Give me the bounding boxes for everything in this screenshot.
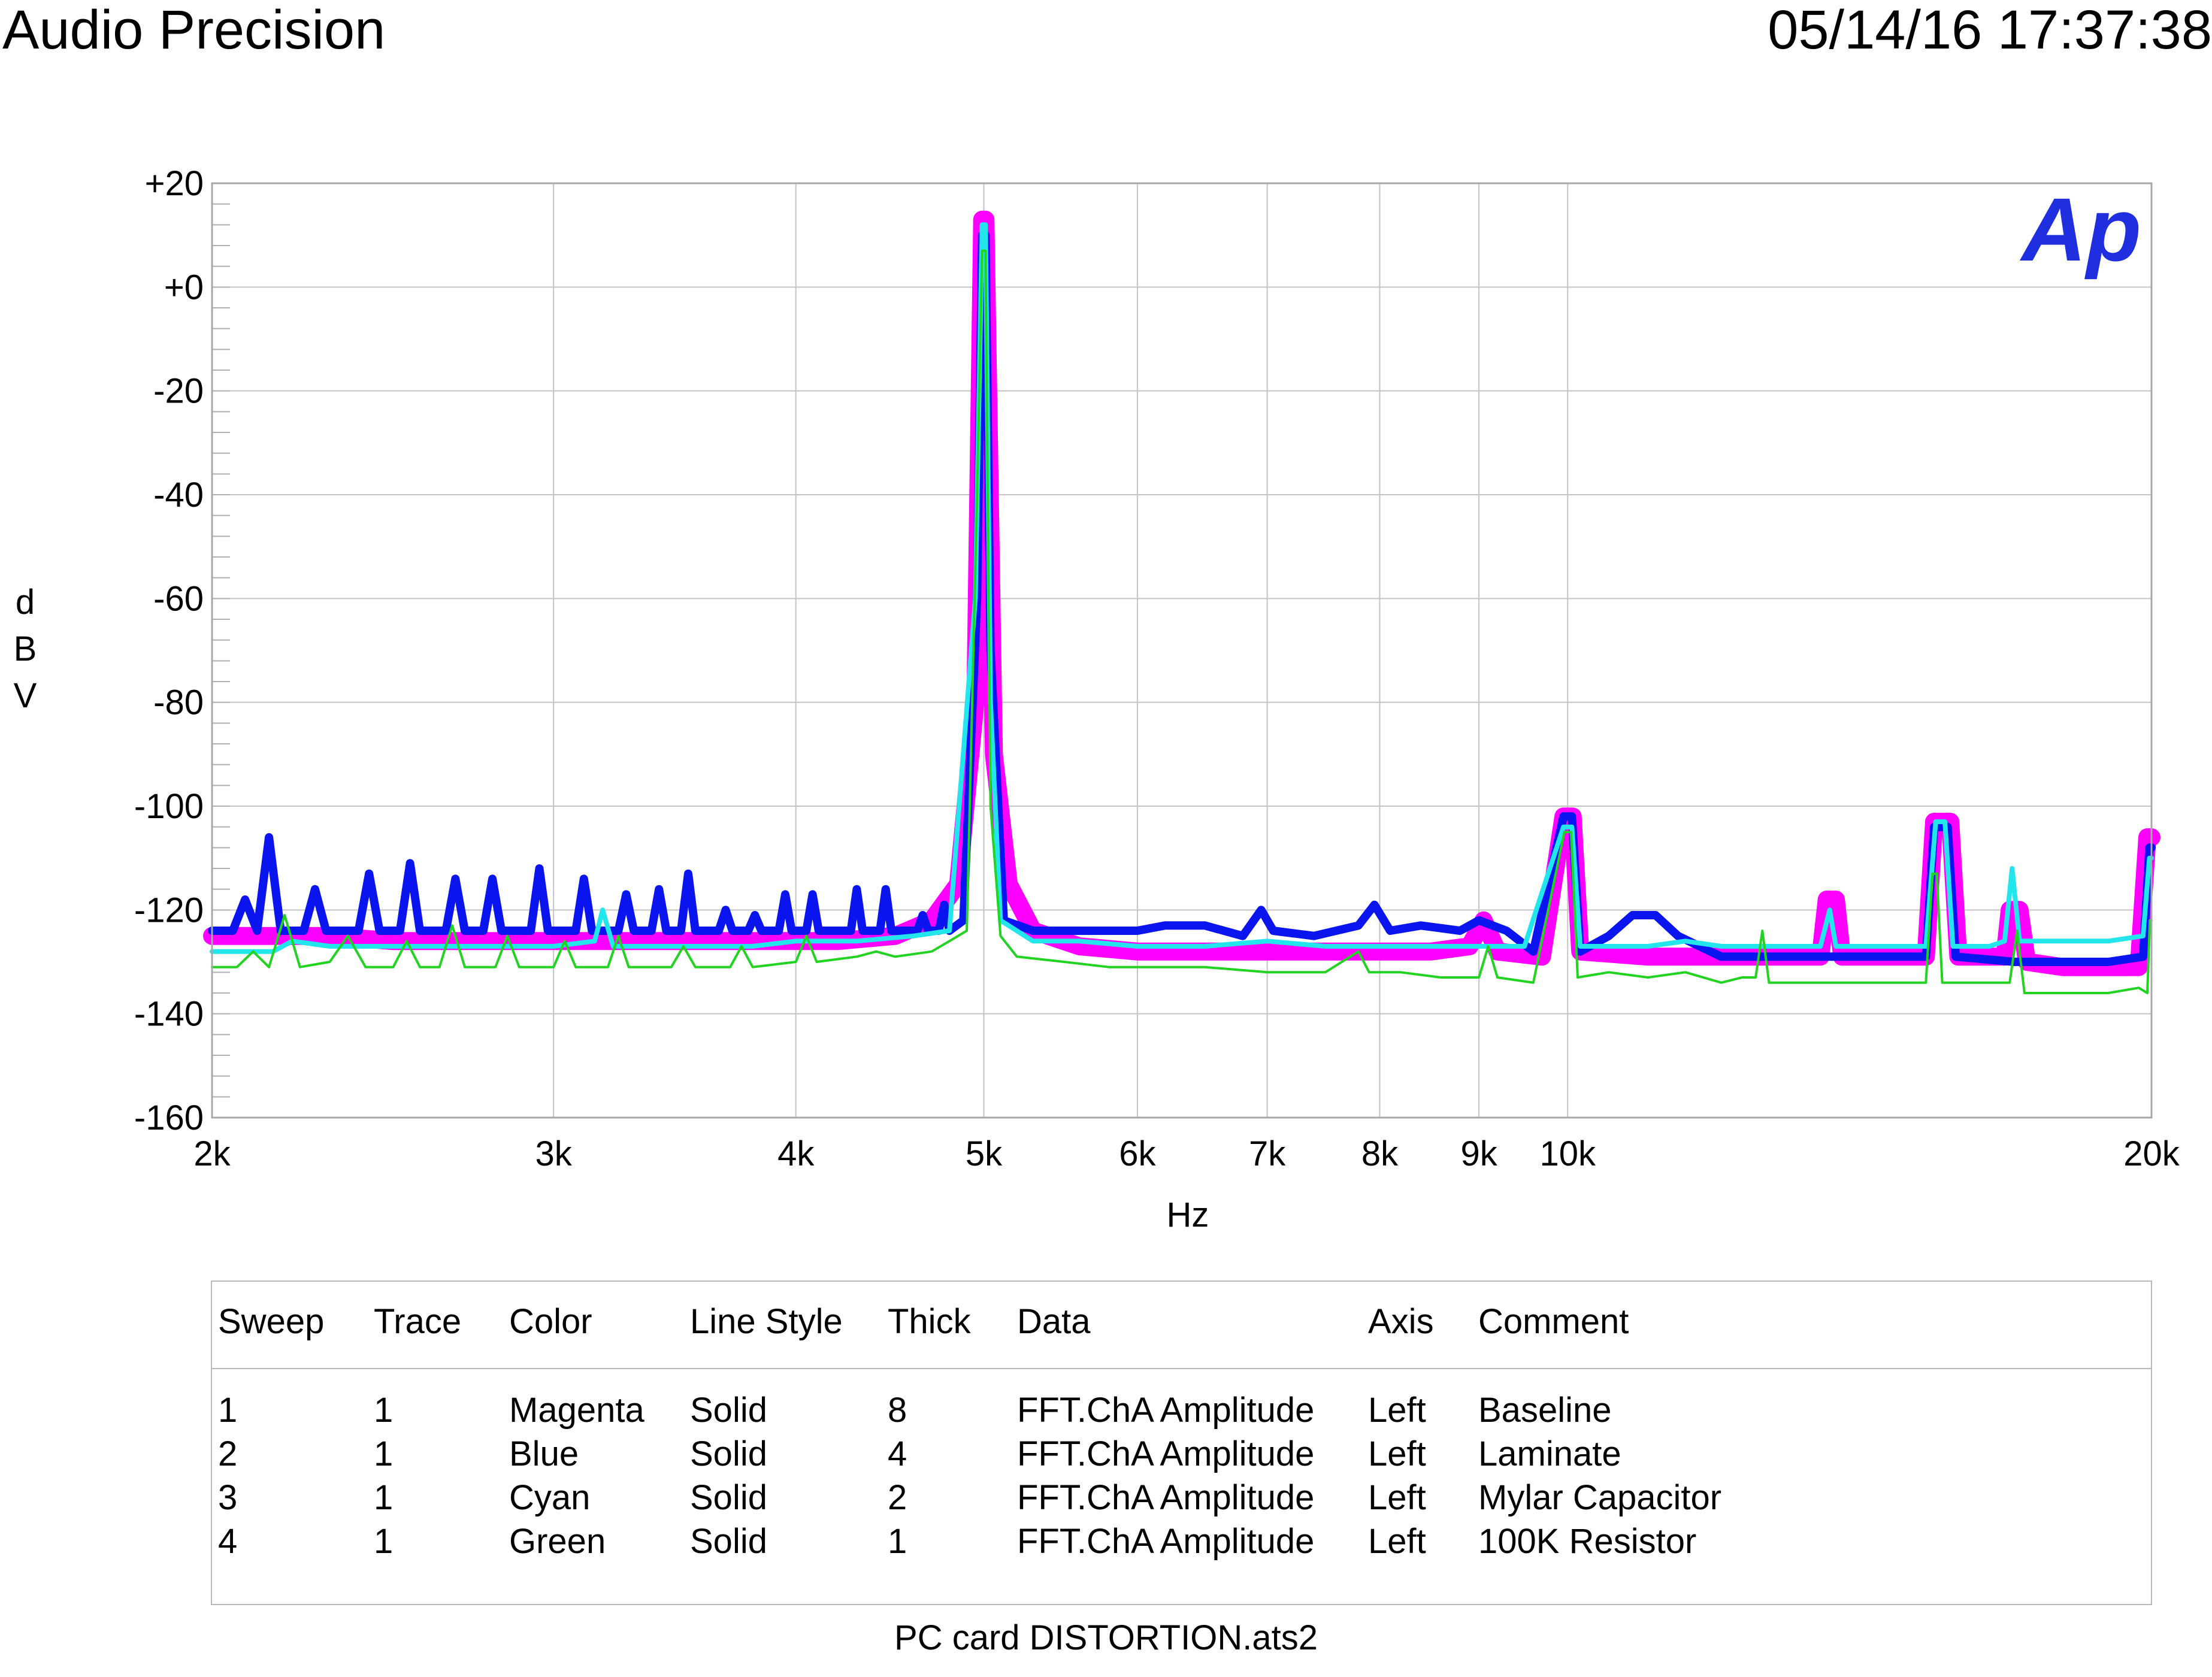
legend-cell-line-style: Solid (690, 1522, 767, 1561)
y-tick-label: +20 (145, 164, 204, 203)
x-tick-label: 2k (193, 1134, 231, 1173)
x-tick-label: 5k (966, 1134, 1003, 1173)
chart-series-layer (203, 210, 2160, 994)
footer-filename: PC card DISTORTION.ats2 (894, 1618, 1318, 1657)
legend-cell-line-style: Solid (690, 1391, 767, 1430)
y-tick-label: -120 (134, 891, 204, 930)
timestamp: 05/14/16 17:37:38 (1768, 0, 2212, 60)
legend-cell-thick: 8 (888, 1391, 907, 1430)
legend-table: Sweep Trace Color Line Style Thick Data Axis Co… (211, 1281, 2152, 1605)
legend-cell-axis: Left (1368, 1478, 1426, 1517)
legend-cell-thick: 1 (888, 1522, 907, 1561)
legend-cell-comment: Mylar Capacitor (1478, 1478, 1722, 1517)
x-tick-label: 3k (535, 1134, 573, 1173)
ap-logo: Ap (2019, 179, 2141, 280)
legend-cell-trace: 1 (374, 1434, 394, 1473)
plot-frame (211, 182, 2153, 1119)
legend-cell-color: Green (509, 1522, 606, 1561)
series-line-1 (203, 210, 2160, 976)
series-line-4 (211, 249, 2153, 994)
legend-cell-trace: 1 (374, 1478, 394, 1517)
y-tick-labels: +20 +0 -20 -40 -60 -80 -100 -120 -140 -160 (134, 164, 204, 1137)
legend-cell-trace: 1 (374, 1391, 394, 1430)
legend-header-axis: Axis (1368, 1302, 1434, 1341)
legend-cell-data: FFT.ChA Amplitude (1017, 1478, 1315, 1517)
legend-cell-axis: Left (1368, 1391, 1426, 1430)
legend-cell-color: Cyan (509, 1478, 591, 1517)
legend-cell-color: Blue (509, 1434, 579, 1473)
legend-cell-sweep: 2 (218, 1434, 238, 1473)
legend-header-separator (212, 1368, 2151, 1369)
x-tick-label: 6k (1119, 1134, 1156, 1173)
legend-cell-thick: 4 (888, 1434, 907, 1473)
legend-cell-sweep: 4 (218, 1522, 238, 1561)
legend-cell-comment: 100K Resistor (1478, 1522, 1697, 1561)
legend-cell-comment: Baseline (1478, 1391, 1612, 1430)
y-tick-label: -40 (153, 476, 204, 514)
y-tick-label: -140 (134, 995, 204, 1034)
y-tick-label: -80 (153, 683, 204, 722)
y-tick-label: -100 (134, 787, 204, 826)
app-title: Audio Precision (2, 0, 386, 60)
y-tick-label: +0 (164, 268, 204, 307)
legend-header-data: Data (1017, 1302, 1091, 1341)
legend-header-trace: Trace (374, 1302, 462, 1341)
x-tick-label: 4k (777, 1134, 815, 1173)
y-tick-label: -20 (153, 372, 204, 411)
x-tick-label: 20k (2123, 1134, 2180, 1173)
legend-header-sweep: Sweep (218, 1302, 325, 1341)
x-tick-label: 9k (1460, 1134, 1497, 1173)
legend-cell-thick: 2 (888, 1478, 907, 1517)
legend-cell-color: Magenta (509, 1391, 644, 1430)
x-tick-label: 7k (1249, 1134, 1286, 1173)
legend-cell-axis: Left (1368, 1434, 1426, 1473)
legend-cell-sweep: 1 (218, 1391, 238, 1430)
x-tick-label: 8k (1361, 1134, 1399, 1173)
legend-cell-trace: 1 (374, 1522, 394, 1561)
legend-cell-axis: Left (1368, 1522, 1426, 1561)
x-tick-label: 10k (1540, 1134, 1597, 1173)
fft-amplitude-chart: +20 +0 -20 -40 -60 -80 -100 -120 -140 -160 2k 3k 4k… (14, 164, 2180, 1234)
y-tick-label: -160 (134, 1098, 204, 1137)
legend-header-line-style: Line Style (690, 1302, 843, 1341)
legend-cell-data: FFT.ChA Amplitude (1017, 1391, 1315, 1430)
series-line-3 (210, 222, 2154, 954)
legend-header-comment: Comment (1478, 1302, 1629, 1341)
legend-cell-data: FFT.ChA Amplitude (1017, 1434, 1315, 1473)
y-tick-label: -60 (153, 579, 204, 618)
legend-cell-line-style: Solid (690, 1434, 767, 1473)
legend-cell-line-style: Solid (690, 1478, 767, 1517)
legend-cell-sweep: 3 (218, 1478, 238, 1517)
legend-header-thick: Thick (888, 1302, 971, 1341)
chart-grid (211, 183, 2152, 1118)
legend-cell-comment: Laminate (1478, 1434, 1621, 1473)
legend-cell-data: FFT.ChA Amplitude (1017, 1522, 1315, 1561)
x-tick-labels: 2k 3k 4k 5k 6k 7k 8k 9k 10k 20k (193, 1134, 2180, 1173)
x-axis-label: Hz (1167, 1195, 1209, 1234)
legend-header-color: Color (509, 1302, 592, 1341)
